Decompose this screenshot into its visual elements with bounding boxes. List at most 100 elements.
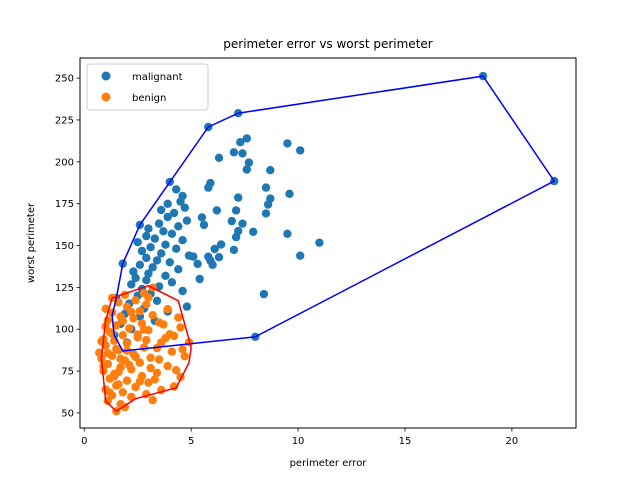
benign-point — [118, 316, 128, 326]
malignant-point — [142, 253, 151, 263]
malignant-point — [195, 274, 204, 284]
malignant-point — [133, 238, 142, 247]
benign-point — [118, 331, 128, 340]
malignant-point — [144, 269, 153, 278]
malignant-point — [169, 208, 179, 218]
malignant-point — [176, 197, 185, 206]
x-tick-label: 5 — [188, 436, 194, 447]
malignant-point — [142, 276, 151, 285]
benign-point — [99, 361, 108, 371]
malignant-point — [238, 219, 247, 228]
malignant-point — [159, 227, 168, 236]
malignant-point — [263, 200, 273, 209]
malignant-point — [129, 267, 138, 276]
benign-point — [112, 321, 121, 330]
malignant-point — [172, 244, 181, 253]
malignant-point — [150, 234, 159, 243]
benign-point — [161, 333, 170, 343]
malignant-point — [231, 232, 241, 242]
malignant-point — [266, 166, 275, 175]
malignant-point — [165, 258, 174, 267]
benign-point — [135, 377, 145, 386]
malignant-point — [182, 302, 192, 311]
malignant-point — [161, 240, 170, 249]
malignant-point — [261, 209, 271, 218]
malignant-point — [229, 148, 239, 157]
benign-point — [116, 354, 125, 363]
malignant-point — [184, 251, 194, 260]
y-tick-label: 225 — [55, 115, 74, 126]
malignant-point — [204, 183, 213, 192]
x-tick-label: 15 — [399, 436, 412, 447]
malignant-point — [214, 253, 224, 262]
malignant-point — [157, 205, 166, 215]
y-tick-label: 75 — [61, 367, 74, 378]
benign-point — [125, 324, 134, 333]
malignant-point — [167, 278, 177, 287]
benign-point — [152, 368, 162, 377]
benign-point — [150, 375, 159, 384]
benign-point — [148, 311, 157, 320]
malignant-point — [174, 265, 183, 274]
benign-point — [146, 363, 155, 373]
benign-point — [176, 323, 185, 332]
benign-point — [163, 304, 172, 314]
malignant-point — [199, 220, 209, 230]
malignant-point — [167, 229, 177, 238]
malignant-point — [142, 231, 151, 241]
axes-frame — [79, 57, 577, 429]
benign-point — [122, 376, 132, 385]
y-axis-ticks: 50 75 100 125 150 175 200 225 250 — [55, 74, 80, 419]
benign-point — [135, 358, 145, 367]
series-benign — [95, 283, 194, 416]
benign-point — [127, 392, 136, 402]
benign-point — [105, 388, 115, 397]
malignant-point — [229, 245, 239, 255]
benign-point — [154, 355, 164, 364]
malignant-point — [154, 282, 164, 291]
benign-point — [114, 367, 123, 377]
legend-marker-malignant — [101, 71, 111, 81]
malignant-point — [154, 219, 164, 228]
benign-point — [133, 330, 142, 339]
malignant-point — [157, 249, 166, 258]
x-tick-label: 10 — [292, 436, 305, 447]
malignant-point — [127, 280, 136, 289]
malignant-point — [135, 260, 145, 269]
malignant-point — [296, 251, 305, 260]
benign-point — [122, 339, 132, 348]
x-axis-ticks: 0 5 10 15 20 — [81, 428, 518, 447]
malignant-point — [137, 246, 147, 256]
x-tick-label: 0 — [81, 436, 87, 447]
benign-point — [142, 335, 151, 345]
malignant-point — [236, 138, 245, 147]
benign-point — [152, 343, 162, 353]
y-tick-label: 100 — [55, 325, 74, 336]
malignant-point — [193, 259, 202, 269]
legend: malignant benign — [86, 63, 209, 111]
malignant-point — [227, 216, 236, 226]
malignant-point — [180, 203, 189, 212]
benign-point — [178, 345, 187, 354]
y-tick-label: 200 — [55, 157, 74, 168]
malignant-point — [152, 256, 162, 265]
y-axis-label: worst perimeter — [26, 202, 37, 283]
chart-title: perimeter error vs worst perimeter — [223, 37, 432, 51]
series-malignant — [110, 71, 559, 347]
benign-point — [135, 306, 145, 316]
benign-point — [144, 378, 153, 387]
benign-point — [159, 320, 168, 329]
benign-point — [146, 353, 155, 362]
malignant-point — [296, 146, 305, 155]
malignant-point — [214, 153, 224, 162]
x-tick-label: 20 — [505, 436, 518, 447]
benign-point — [139, 325, 149, 334]
malignant-point — [178, 236, 187, 245]
malignant-point — [208, 260, 217, 269]
benign-point — [112, 344, 121, 354]
malignant-point — [249, 227, 258, 236]
benign-point — [172, 366, 181, 375]
benign-point — [131, 296, 140, 305]
malignant-point — [152, 296, 162, 305]
hull-outline-1 — [100, 284, 192, 412]
